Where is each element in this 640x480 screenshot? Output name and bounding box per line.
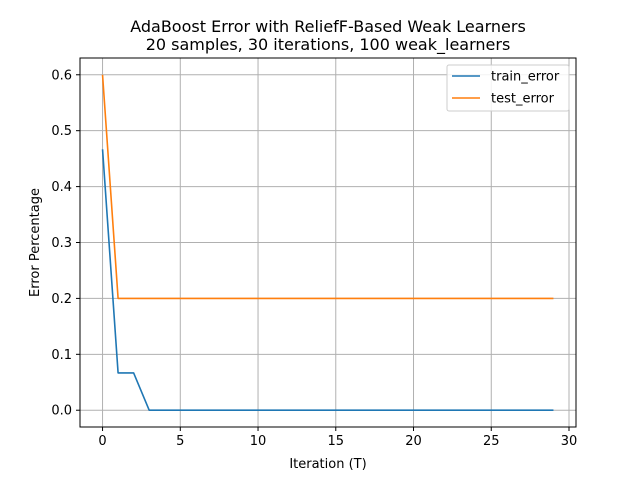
x-tick-label: 20	[405, 434, 422, 449]
y-tick-label: 0.5	[51, 124, 72, 139]
x-tick-label: 5	[176, 434, 184, 449]
y-axis-label: Error Percentage	[28, 188, 43, 297]
legend-label-test-error: test_error	[491, 92, 555, 107]
y-tick-label: 0.4	[51, 180, 72, 195]
x-tick-label: 30	[561, 434, 578, 449]
series-line-train-error	[101, 149, 554, 412]
y-tick-label: 0.2	[51, 292, 72, 307]
x-tick-label: 0	[98, 434, 106, 449]
x-tick-label: 15	[328, 434, 345, 449]
series-lines	[101, 74, 554, 412]
chart-title-line-1: AdaBoost Error with ReliefF-Based Weak L…	[130, 17, 526, 36]
series-line-test-error	[101, 74, 554, 300]
ticks: 0 5 10 15 20 25 30 0.0 0.1 0.2 0.3 0.4 0.5 0.6	[51, 68, 577, 449]
y-tick-label: 0.0	[51, 404, 72, 419]
chart-title-line-2: 20 samples, 30 iterations, 100 weak_lear…	[146, 35, 511, 55]
y-tick-label: 0.6	[51, 68, 72, 83]
legend-label-train-error: train_error	[491, 70, 560, 85]
legend: train_error test_error	[446, 64, 570, 112]
x-axis-label: Iteration (T)	[289, 457, 366, 472]
grid	[80, 58, 576, 427]
x-tick-label: 10	[250, 434, 267, 449]
y-tick-label: 0.1	[51, 348, 72, 363]
y-tick-label: 0.3	[51, 236, 72, 251]
x-tick-label: 25	[483, 434, 500, 449]
